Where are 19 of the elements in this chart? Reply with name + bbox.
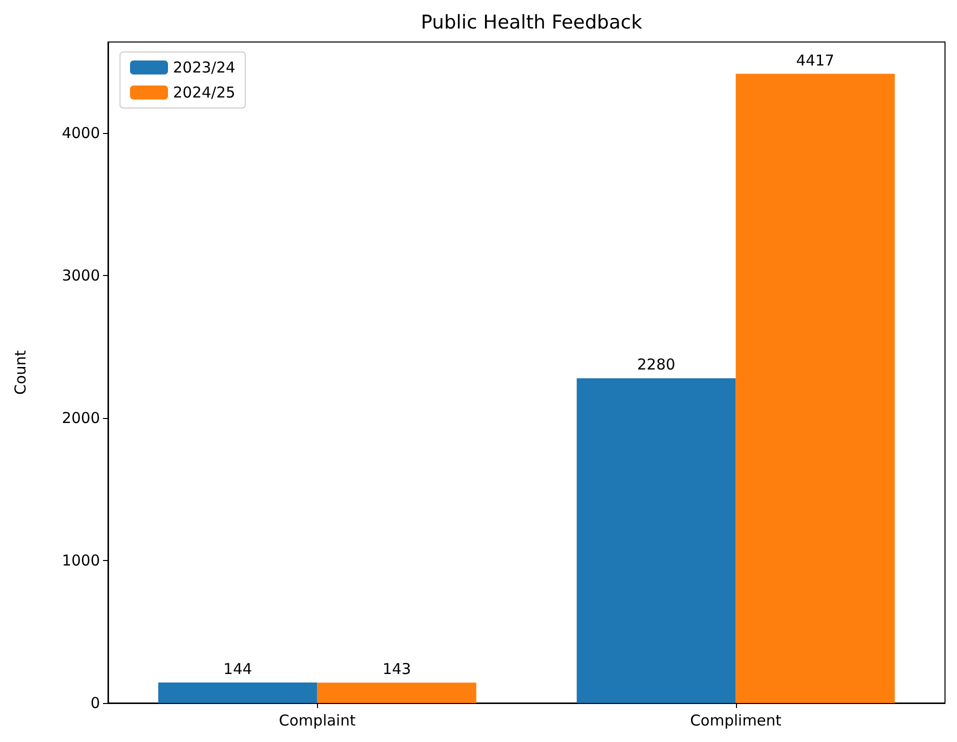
data-label: 4417	[796, 51, 834, 70]
data-label: 143	[382, 660, 412, 678]
data-label: 144	[223, 660, 252, 678]
data-label: 2280	[637, 356, 676, 374]
y-axis-title: Count	[12, 350, 30, 395]
bar	[158, 682, 318, 703]
bar	[576, 378, 736, 703]
y-tick-label: 2000	[62, 409, 100, 428]
y-tick-label: 0	[90, 694, 100, 712]
y-tick-label: 1000	[62, 552, 100, 570]
x-tick-label: Compliment	[690, 712, 782, 730]
y-tick-label: 4000	[62, 124, 100, 142]
legend-label: 2024/25	[173, 84, 236, 102]
bar	[317, 682, 476, 703]
x-tick-label: Complaint	[278, 712, 356, 730]
legend-label: 2023/24	[173, 58, 236, 76]
bar	[736, 74, 895, 703]
chart-title: Public Health Feedback	[420, 12, 642, 34]
y-tick-label: 3000	[62, 266, 100, 285]
